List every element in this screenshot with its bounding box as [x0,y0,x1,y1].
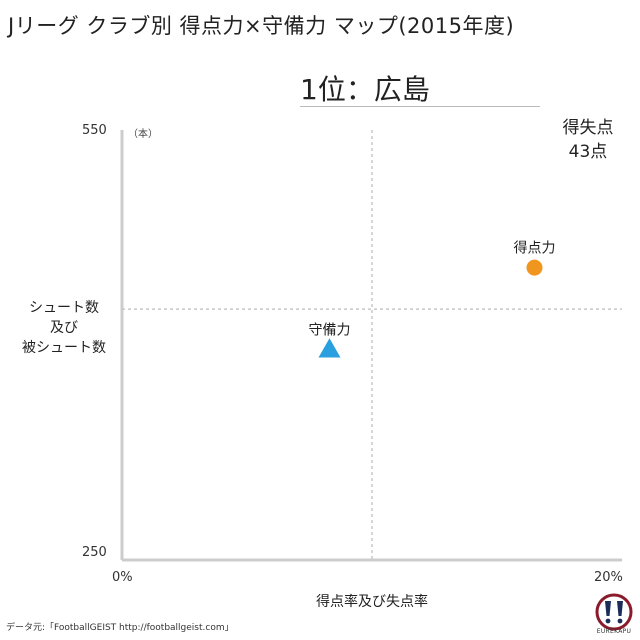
data-point-attack [526,259,543,276]
x-tick-label-min: 0% [112,570,133,585]
chart-title: Jリーグ クラブ別 得点力×守備力 マップ(2015年度) [8,14,515,38]
source-credit: データ元:「FootballGEIST http://footballgeist… [6,623,234,633]
logo-text: EUREKAPU [596,628,632,635]
y-axis-label-line-3: 被シュート数 [22,340,106,356]
rank-title: 1位：広島 [300,73,430,106]
y-axis-label-line-1: シュート数 [29,300,99,316]
goal-difference-value: 43点 [568,142,608,162]
rank-underline [300,106,540,107]
goal-difference-box: 得失点 43点 [540,116,636,164]
y-axis-unit: （本） [128,129,158,140]
data-point-defense [318,338,341,358]
goal-difference-label: 得失点 [562,118,614,138]
data-label-attack: 得点力 [514,240,556,257]
y-axis-label: シュート数 及び 被シュート数 [18,298,110,358]
y-tick-label-max: 550 [82,123,107,138]
y-tick-label-min: 250 [82,545,107,560]
data-label-defense: 守備力 [309,322,351,338]
x-tick-label-max: 20% [594,570,623,585]
x-axis-label: 得点率及び失点率 [316,594,428,610]
eurekapu-logo-icon [595,593,633,631]
y-axis-label-line-2: 及び [50,320,78,336]
